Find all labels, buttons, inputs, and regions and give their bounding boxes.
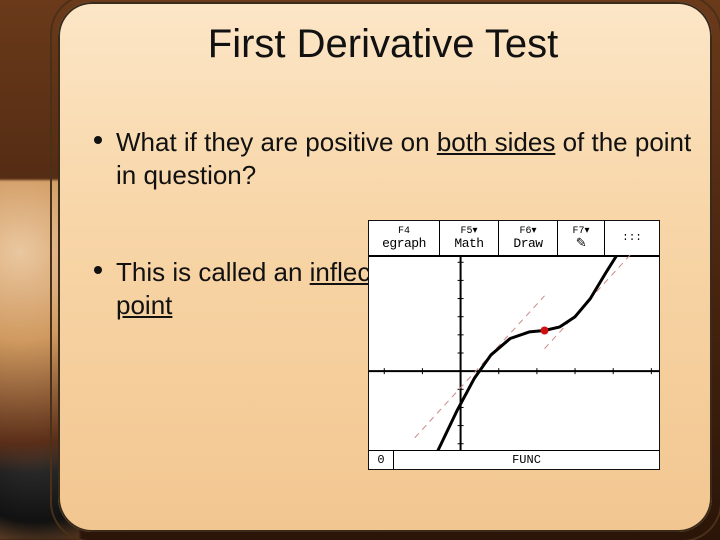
- slide-stage: First Derivative Test What if they are p…: [0, 0, 720, 540]
- calc-menu-math: F5▾Math: [440, 221, 499, 255]
- calc-status-mid: FUNC: [394, 453, 659, 467]
- calc-status-left: 0: [369, 451, 394, 469]
- calc-menu-egraph: F4egraph: [369, 221, 440, 255]
- bullet-question-underline: both sides: [437, 127, 556, 157]
- calc-statusbar: 0 FUNC: [369, 450, 659, 469]
- calculator-screenshot: F4egraphF5▾MathF6▾DrawF7▾✎::: 0 FUNC: [368, 220, 660, 470]
- bullet-answer-pre: This is called an: [116, 257, 310, 287]
- calc-plot: [369, 255, 659, 451]
- bullet-question: What if they are positive on both sides …: [116, 126, 696, 191]
- calc-menubar: F4egraphF5▾MathF6▾DrawF7▾✎:::: [369, 221, 659, 257]
- bullet-question-pre: What if they are positive on: [116, 127, 437, 157]
- bullet-dot-icon: [94, 136, 102, 144]
- slide-title: First Derivative Test: [58, 22, 708, 67]
- bullet-dot-icon: [94, 266, 102, 274]
- calc-menu-draw: F6▾Draw: [499, 221, 558, 255]
- calc-menu-✎: F7▾✎: [558, 221, 605, 255]
- calc-menu-more: :::: [605, 221, 659, 255]
